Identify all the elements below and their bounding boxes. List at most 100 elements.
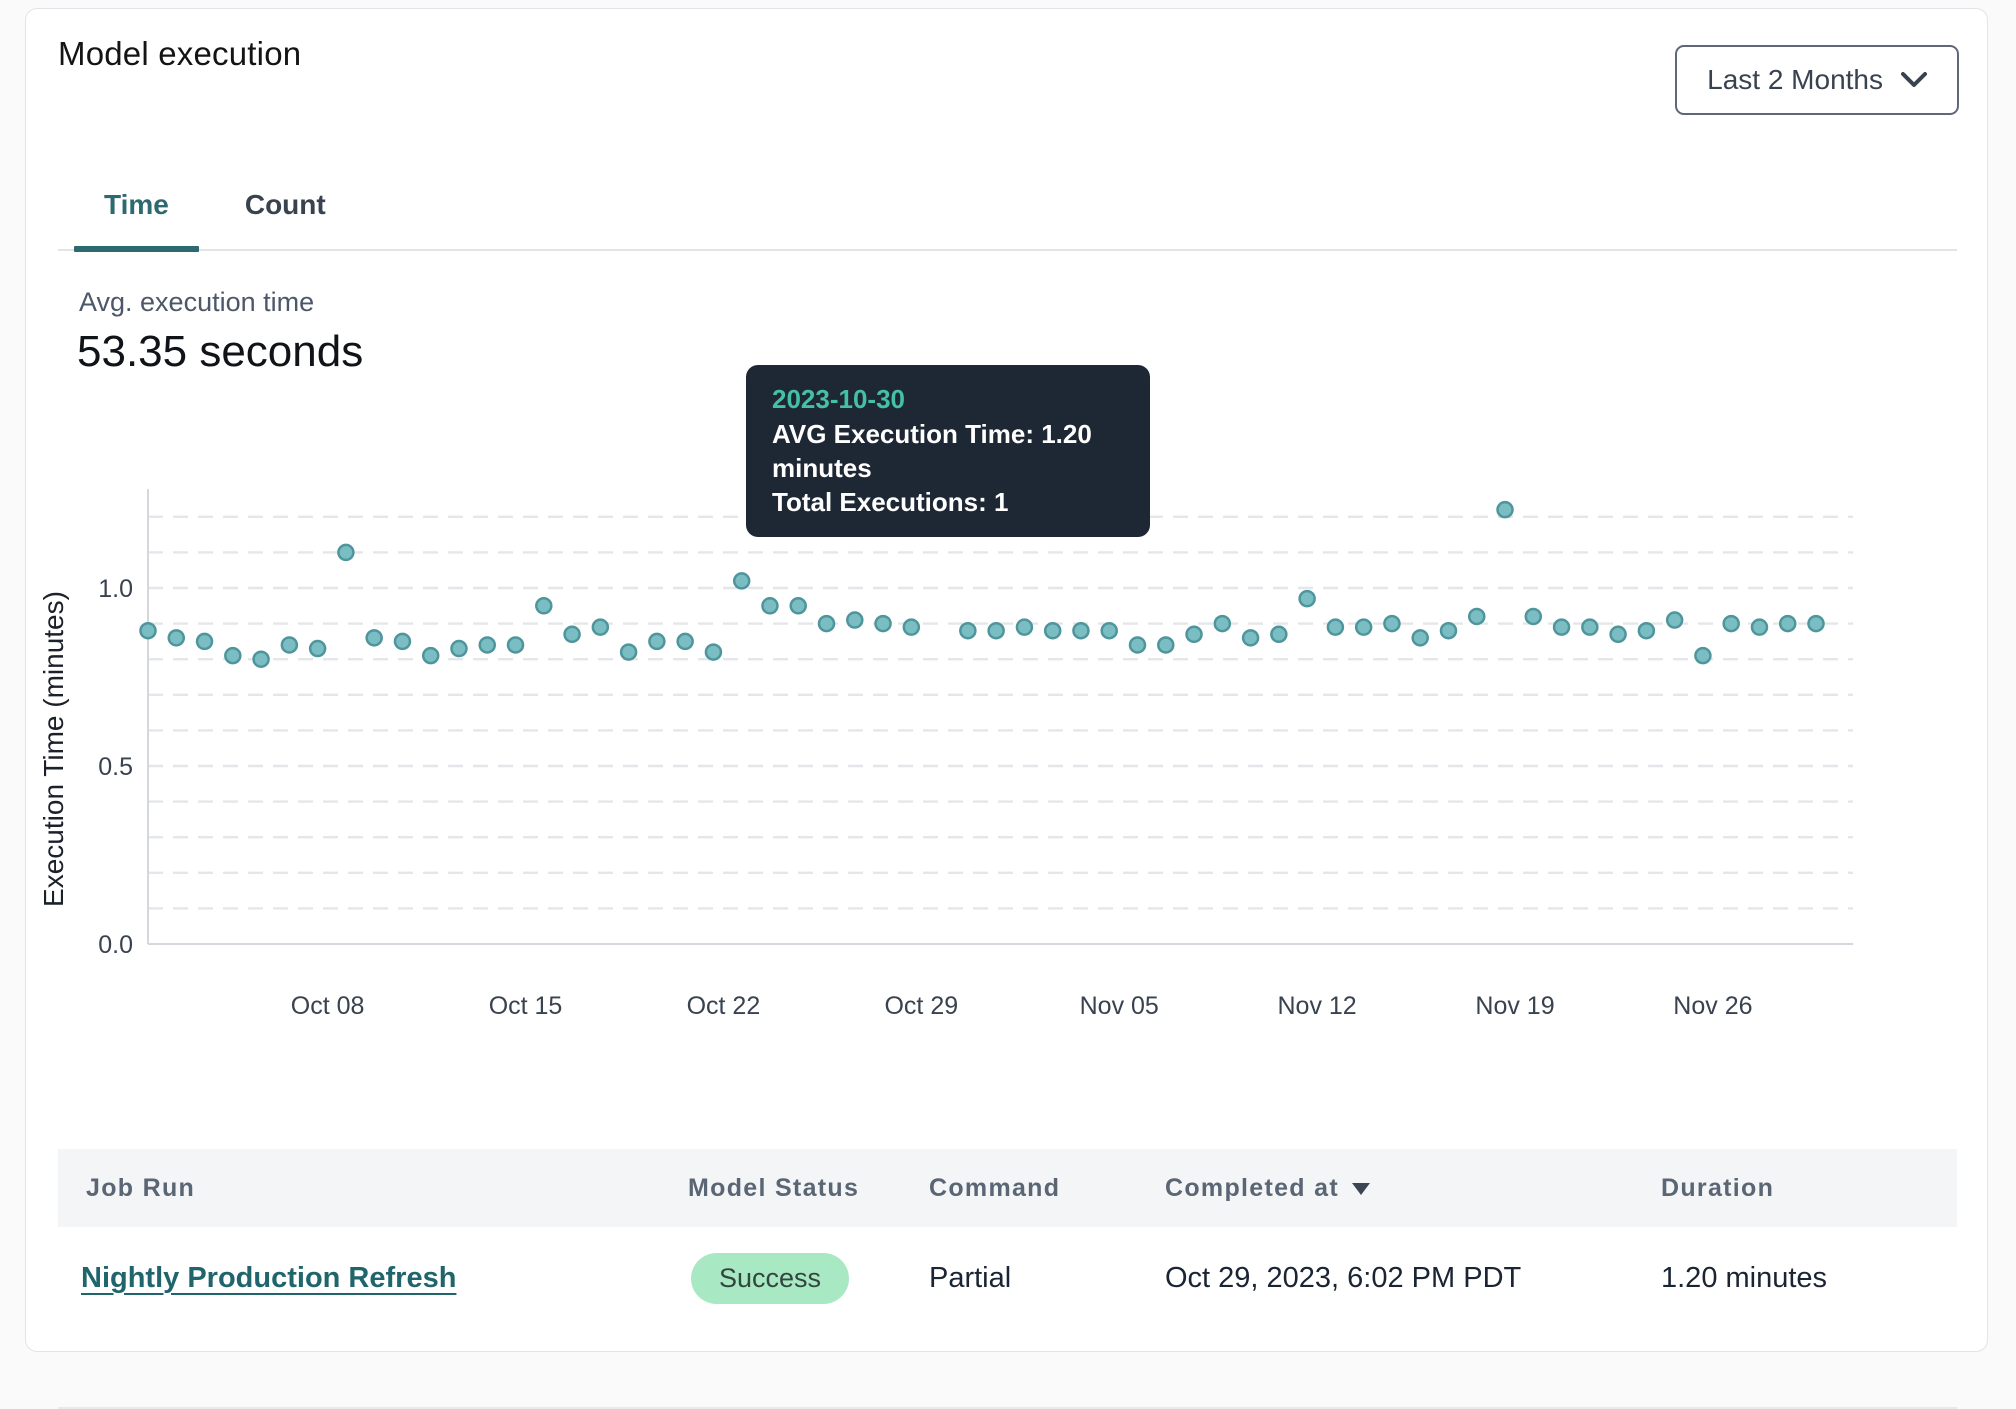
scatter-point[interactable] [1778,614,1797,633]
scatter-point[interactable] [337,543,355,562]
scatter-point[interactable] [535,597,553,615]
scatter-point[interactable] [1383,614,1401,633]
scatter-point[interactable] [1665,611,1684,629]
x-tick-label: Oct 15 [489,992,563,1020]
scatter-point[interactable] [817,614,836,633]
scatter-point[interactable] [365,629,383,647]
y-tick-label: 0.5 [98,753,133,781]
scatter-point[interactable] [195,632,214,651]
x-tick-label: Nov 26 [1673,992,1752,1020]
scatter-point[interactable] [619,643,638,661]
scatter-point[interactable] [1213,614,1232,633]
date-range-dropdown[interactable]: Last 2 Months [1675,45,1959,115]
scatter-point[interactable] [1581,618,1599,636]
column-header-command[interactable]: Command [929,1173,1061,1202]
y-tick-label: 0.0 [98,931,133,959]
column-header-completed-at[interactable]: Completed at [1165,1149,1371,1227]
scatter-point[interactable] [846,611,864,629]
scatter-point[interactable] [1072,621,1090,640]
scatter-point[interactable] [1694,646,1712,665]
x-tick-label: Oct 08 [291,992,365,1020]
scatter-point[interactable] [1128,636,1147,654]
tab-count[interactable]: Count [244,189,326,220]
status-badge: Success [691,1252,850,1304]
scatter-point[interactable] [959,621,977,640]
chart-tooltip: 2023-10-30 AVG Execution Time: 1.20 minu… [746,365,1150,537]
scatter-point[interactable] [1185,625,1203,644]
tooltip-avg-execution: AVG Execution Time: 1.20 minutes [772,419,1092,483]
scatter-point[interactable] [1270,625,1288,644]
scatter-point[interactable] [1609,625,1627,644]
execution-time-chart[interactable]: 0.0 0.5 1.0 Oct 08 Oct 15 Oct 22 Oct 29 Nov 05 N… [38,459,1891,1034]
x-tick-label: Oct 29 [884,992,958,1020]
duration-cell: 1.20 minutes [1661,1261,1828,1294]
x-tick-label: Nov 05 [1080,992,1159,1020]
scatter-point[interactable] [1100,621,1118,640]
scatter-point[interactable] [1298,589,1316,608]
y-axis-title: Execution Time (minutes) [41,591,69,907]
scatter-point[interactable] [1354,618,1373,636]
scatter-point[interactable] [450,639,468,658]
scatter-plot[interactable]: 0.0 0.5 1.0 Oct 08 Oct 15 Oct 22 Oct 29 Nov 05 N… [38,459,1891,1034]
scatter-point[interactable] [732,572,751,590]
y-tick-label: 1.0 [98,575,133,603]
job-run-link[interactable]: Nightly Production Refresh [81,1261,457,1294]
x-tick-label: Nov 19 [1475,992,1554,1020]
scatter-point[interactable] [308,639,327,658]
column-header-model-status[interactable]: Model Status [688,1173,860,1202]
tab-bar: Time Count [58,159,1957,252]
scatter-point[interactable] [902,618,921,636]
scatter-point[interactable] [1439,621,1458,640]
scatter-point[interactable] [1241,629,1260,647]
x-tick-label: Oct 22 [687,992,761,1020]
model-execution-card: Model execution Last 2 Months Time Count… [25,8,1988,1409]
scatter-point[interactable] [1637,621,1656,640]
scatter-point[interactable] [1750,618,1769,636]
scatter-point[interactable] [252,650,270,668]
scatter-point[interactable] [1015,618,1034,636]
completed-at-cell: Oct 29, 2023, 6:02 PM PDT [1165,1261,1522,1294]
scatter-point[interactable] [1326,618,1345,636]
job-run-cell: Nightly Production Refresh [81,1227,456,1329]
avg-execution-time-label: Avg. execution time [79,287,315,317]
scatter-point[interactable] [421,646,440,665]
scatter-point[interactable] [1157,636,1175,654]
scatter-point[interactable] [393,632,412,651]
column-header-job-run[interactable]: Job Run [86,1173,196,1202]
scatter-point[interactable] [1552,618,1571,636]
scatter-point[interactable] [1722,614,1740,633]
scatter-point[interactable] [1807,614,1825,633]
command-cell: Partial [929,1261,1012,1294]
scatter-point[interactable] [676,632,694,651]
column-header-duration[interactable]: Duration [1661,1173,1775,1202]
scatter-point[interactable] [1524,607,1543,626]
scatter-point[interactable] [563,625,581,644]
tooltip-date: 2023-10-30 [772,384,905,414]
scatter-point[interactable] [478,636,497,654]
scatter-point[interactable] [874,614,892,633]
job-runs-table: Job Run Model Status Command Completed a… [58,1149,1957,1409]
model-status-cell: Success [691,1227,850,1329]
avg-execution-time-value: 53.35 seconds [77,327,364,376]
scatter-point[interactable] [139,621,157,640]
chevron-down-icon [1901,72,1927,88]
scatter-point[interactable] [591,618,610,636]
tab-time[interactable]: Time [74,189,199,252]
sort-desc-icon[interactable] [1351,1174,1371,1203]
scatter-point[interactable] [1496,500,1514,519]
scatter-point[interactable] [761,597,779,615]
scatter-point[interactable] [648,632,666,651]
scatter-point[interactable] [704,643,723,661]
table-header-row: Job Run Model Status Command Completed a… [58,1149,1957,1227]
scatter-point[interactable] [1043,621,1062,640]
scatter-point[interactable] [789,597,807,615]
scatter-point[interactable] [167,629,186,647]
scatter-point[interactable] [1467,607,1486,626]
scatter-point[interactable] [224,646,242,665]
scatter-point[interactable] [987,621,1005,640]
scatter-point[interactable] [1411,629,1429,647]
scatter-point[interactable] [280,636,299,654]
tooltip-total-executions: Total Executions: 1 [772,487,1009,517]
table-row: Nightly Production Refresh Success Parti… [58,1227,1957,1409]
scatter-point[interactable] [506,636,525,654]
